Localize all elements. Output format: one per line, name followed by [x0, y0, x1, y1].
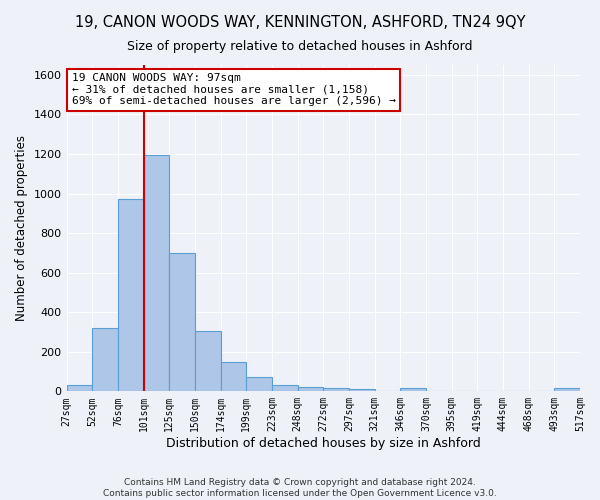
X-axis label: Distribution of detached houses by size in Ashford: Distribution of detached houses by size … [166, 437, 481, 450]
Bar [195, 331, 221, 392]
Bar [169, 253, 195, 392]
Bar [67, 386, 92, 392]
Bar [272, 386, 298, 392]
Bar [92, 328, 118, 392]
Bar [554, 388, 580, 392]
Bar [400, 388, 426, 392]
Text: Size of property relative to detached houses in Ashford: Size of property relative to detached ho… [127, 40, 473, 53]
Y-axis label: Number of detached properties: Number of detached properties [15, 135, 28, 321]
Bar [221, 362, 246, 392]
Text: Contains HM Land Registry data © Crown copyright and database right 2024.
Contai: Contains HM Land Registry data © Crown c… [103, 478, 497, 498]
Bar [349, 390, 374, 392]
Bar [246, 378, 272, 392]
Bar [298, 388, 323, 392]
Bar [323, 388, 349, 392]
Bar [143, 155, 169, 392]
Text: 19, CANON WOODS WAY, KENNINGTON, ASHFORD, TN24 9QY: 19, CANON WOODS WAY, KENNINGTON, ASHFORD… [75, 15, 525, 30]
Bar [118, 200, 143, 392]
Text: 19 CANON WOODS WAY: 97sqm
← 31% of detached houses are smaller (1,158)
69% of se: 19 CANON WOODS WAY: 97sqm ← 31% of detac… [71, 73, 395, 106]
